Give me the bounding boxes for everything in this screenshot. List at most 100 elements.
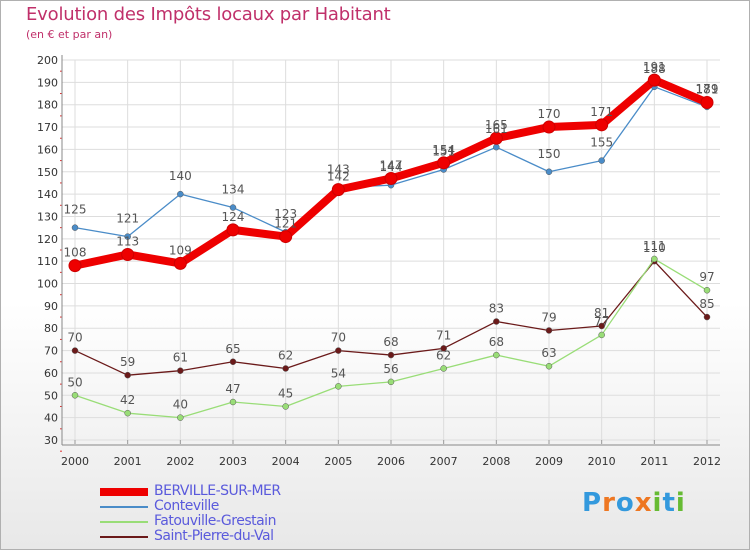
data-point [493, 318, 500, 325]
y-tick-label: 40 [44, 412, 58, 425]
data-label: 77 [594, 315, 609, 329]
legend-label: Fatouville-Grestain [154, 513, 276, 529]
data-point [124, 371, 131, 379]
data-label: 83 [489, 302, 504, 316]
data-label: 110 [643, 241, 666, 255]
y-tick-label: 30 [44, 434, 58, 447]
y-tick-label: 190 [37, 76, 58, 89]
y-tick-label: 180 [37, 99, 58, 112]
y-tick-label: 110 [37, 255, 58, 268]
data-point [71, 392, 79, 399]
logo-letter: i [675, 488, 686, 518]
data-label: 151 [432, 145, 455, 159]
x-tick-label: 2005 [324, 455, 352, 468]
data-label: 109 [169, 243, 192, 257]
x-tick-label: 2000 [61, 455, 89, 468]
legend-swatch-conteville [100, 506, 148, 508]
chart-title: Evolution des Impôts locaux par Habitant [26, 4, 391, 25]
x-tick-label: 2012 [693, 455, 721, 468]
data-point [595, 118, 609, 132]
chart-subtitle: (en € et par an) [26, 28, 113, 41]
data-point [703, 313, 711, 321]
x-tick-label: 2011 [640, 455, 668, 468]
data-point [651, 255, 658, 263]
data-point [387, 378, 395, 386]
x-tick-label: 2002 [166, 455, 194, 468]
data-label: 134 [222, 183, 245, 197]
data-label: 42 [120, 393, 135, 407]
legend-label: Saint-Pierre-du-Val [154, 528, 274, 544]
data-point [545, 362, 553, 370]
y-tick-label: 80 [44, 322, 58, 335]
y-tick-label: 50 [44, 389, 58, 402]
data-label: 124 [222, 210, 245, 224]
data-label: 140 [169, 169, 192, 183]
logo-letter: x [634, 488, 653, 518]
data-label: 79 [541, 310, 556, 324]
data-point [335, 383, 342, 390]
data-label: 111 [643, 239, 666, 253]
data-label: 191 [643, 60, 666, 74]
data-label: 97 [699, 270, 714, 284]
data-point [279, 230, 293, 244]
data-point [335, 347, 342, 354]
proxiti-logo: Proxiti [582, 488, 686, 518]
data-label: 123 [274, 207, 297, 221]
legend-swatch-berville [100, 488, 148, 496]
data-label: 143 [327, 162, 350, 176]
data-label: 154 [432, 143, 455, 157]
y-tick-label: 150 [37, 166, 58, 179]
data-label: 161 [485, 122, 508, 136]
data-point [68, 259, 82, 273]
data-point [71, 224, 79, 231]
data-label: 147 [380, 158, 403, 172]
data-point [598, 331, 605, 339]
x-tick-label: 2006 [377, 455, 405, 468]
logo-letter: i [652, 488, 663, 518]
data-label: 121 [274, 217, 297, 231]
data-label: 54 [331, 366, 346, 380]
data-label: 71 [436, 328, 451, 342]
data-label: 113 [116, 234, 139, 248]
data-label: 85 [699, 297, 714, 311]
data-label: 142 [327, 170, 350, 184]
legend-swatch-saint-pierre [100, 536, 148, 538]
y-tick-label: 90 [44, 300, 58, 313]
x-tick-label: 2004 [272, 455, 300, 468]
logo-letter: P [582, 488, 603, 518]
data-label: 68 [383, 335, 398, 349]
y-tick-label: 160 [37, 143, 58, 156]
data-point [121, 247, 135, 261]
data-label: 181 [696, 82, 719, 96]
data-label: 59 [120, 355, 135, 369]
data-label: 45 [278, 386, 293, 400]
data-point [493, 351, 500, 359]
y-tick-label: 140 [37, 188, 58, 201]
y-tick-label: 200 [37, 54, 58, 67]
data-point [282, 403, 289, 410]
data-label: 68 [489, 335, 504, 349]
data-point [331, 183, 345, 197]
data-label: 144 [380, 160, 403, 174]
data-label: 188 [643, 62, 666, 76]
data-point [440, 365, 447, 372]
data-label: 170 [538, 107, 561, 121]
data-point [282, 365, 289, 372]
data-point [229, 358, 237, 366]
data-label: 70 [331, 331, 346, 345]
data-label: 150 [538, 147, 561, 161]
legend-swatch-fatouville [100, 521, 148, 523]
data-point [493, 143, 500, 151]
data-label: 65 [225, 342, 240, 356]
x-tick-label: 2007 [430, 455, 458, 468]
data-point [387, 351, 395, 359]
data-label: 40 [173, 398, 188, 412]
data-label: 171 [590, 105, 613, 119]
data-point [440, 345, 447, 352]
x-tick-label: 2008 [482, 455, 510, 468]
data-point [124, 409, 131, 417]
y-tick-label: 120 [37, 233, 58, 246]
logo-letter: t [662, 488, 676, 518]
x-tick-label: 2009 [535, 455, 563, 468]
x-tick-label: 2010 [588, 455, 616, 468]
